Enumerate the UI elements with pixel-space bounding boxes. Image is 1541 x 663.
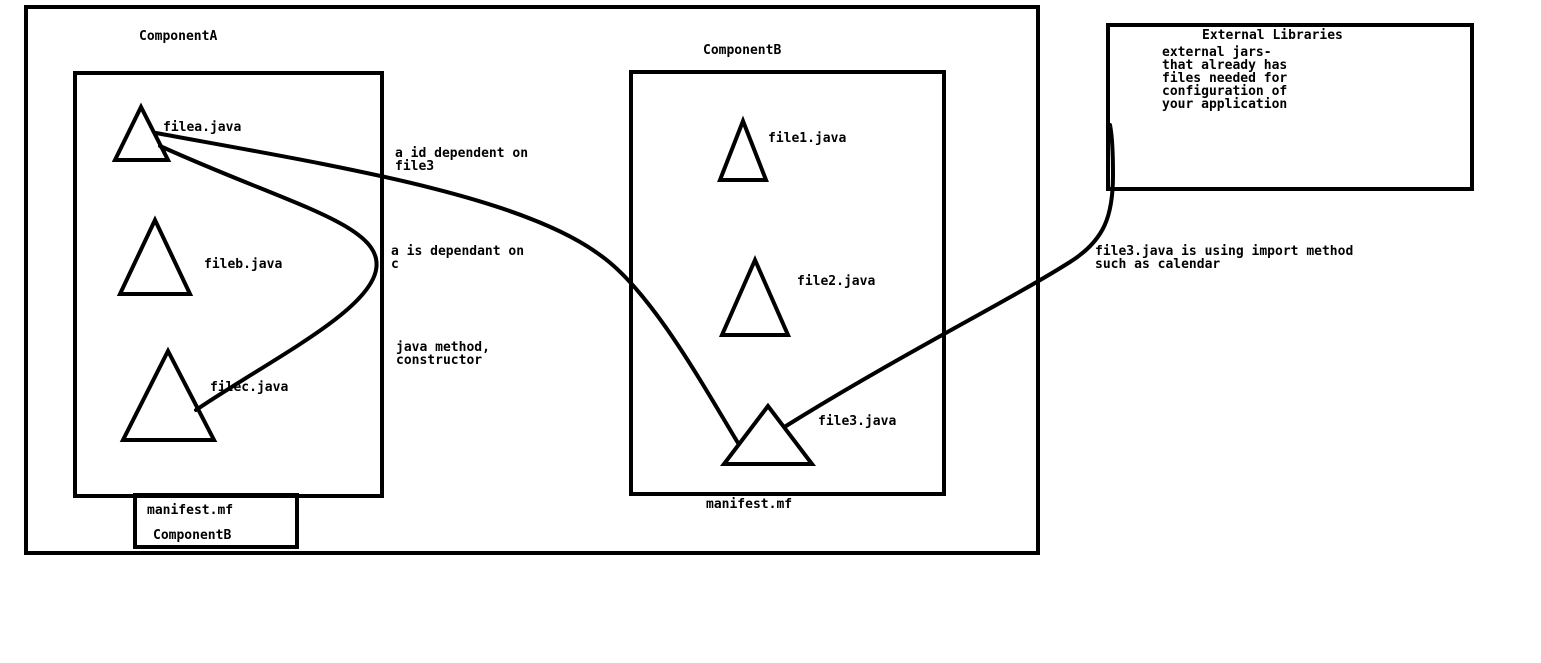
annotation-line: java method,	[396, 340, 490, 355]
fileb-icon	[116, 215, 194, 296]
component-a-manifest-entry: ComponentB	[153, 528, 231, 543]
component-a-manifest-label: manifest.mf	[147, 503, 233, 518]
external-libraries-title: External Libraries	[1202, 28, 1343, 43]
external-libraries-description: external jars- that already has files ne…	[1162, 45, 1295, 112]
filea-to-filec-connector	[158, 144, 379, 412]
annotation-line: constructor	[396, 353, 482, 368]
annotation-file3-import: file3.java is using import method such a…	[1095, 244, 1361, 272]
file3-label: file3.java	[818, 414, 896, 429]
component-b-manifest-label: manifest.mf	[706, 497, 792, 512]
annotation-a-c: a is dependant on c	[391, 244, 532, 272]
external-libraries-line: that already has	[1162, 58, 1287, 73]
annotation-java-method: java method, constructor	[396, 340, 498, 368]
annotation-line: a id dependent on	[395, 146, 528, 161]
component-a-manifest-box	[133, 493, 299, 549]
component-a-box	[73, 71, 384, 498]
annotation-a-file3: a id dependent on file3	[395, 146, 536, 174]
filec-icon	[119, 346, 218, 442]
file1-icon	[717, 115, 769, 182]
component-a-title: ComponentA	[139, 29, 217, 44]
file3-to-external-libraries-connector	[784, 123, 1116, 428]
external-libraries-line: your application	[1162, 97, 1287, 112]
filec-label: filec.java	[210, 380, 288, 395]
application-container	[24, 5, 1040, 555]
external-libraries-line: files needed for	[1162, 71, 1287, 86]
external-libraries-box	[1106, 23, 1474, 191]
filea-to-file3-connector	[154, 131, 740, 445]
filea-label: filea.java	[163, 120, 241, 135]
component-b-title: ComponentB	[703, 43, 781, 58]
annotation-line: file3.java is using import method	[1095, 244, 1353, 259]
file3-icon	[719, 402, 817, 466]
external-libraries-line: configuration of	[1162, 84, 1287, 99]
annotation-line: file3	[395, 159, 434, 174]
fileb-label: fileb.java	[204, 257, 282, 272]
file2-label: file2.java	[797, 274, 875, 289]
external-libraries-line: external jars-	[1162, 45, 1272, 60]
annotation-line: c	[391, 257, 399, 272]
annotation-line: a is dependant on	[391, 244, 524, 259]
file1-label: file1.java	[768, 131, 846, 146]
file2-icon	[718, 255, 792, 337]
annotation-line: such as calendar	[1095, 257, 1220, 272]
